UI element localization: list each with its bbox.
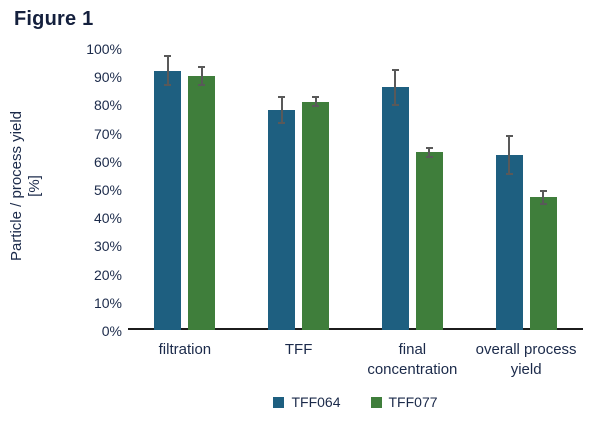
x-axis-label-filtration: filtration	[158, 341, 212, 358]
error-bar	[166, 55, 169, 87]
bar-tff077-final-concentration	[415, 152, 443, 330]
legend-swatch-tff064	[273, 396, 285, 408]
error-bar-cap	[539, 190, 547, 193]
error-bar-cap	[278, 122, 286, 125]
plot-area	[128, 48, 583, 330]
y-tick-label: 20%	[93, 266, 122, 283]
error-bar-cap	[539, 202, 547, 205]
legend-label: TFF064	[291, 394, 341, 410]
y-tick-label: 100%	[86, 41, 122, 57]
legend-item-tff064: TFF064	[273, 394, 341, 410]
error-bar-cap	[312, 105, 320, 108]
error-bar	[428, 146, 431, 158]
legend-item-tff077: TFF077	[370, 394, 438, 410]
bar-tff077-filtration	[188, 76, 216, 330]
bar-tff064-final-concentration	[381, 87, 409, 330]
y-tick-label: 0%	[101, 323, 122, 339]
error-bar-cap	[391, 103, 399, 106]
y-tick-label: 90%	[93, 69, 122, 86]
y-tick-label: 40%	[93, 210, 122, 227]
x-axis-label-TFF: TFF	[284, 341, 313, 358]
error-bar-cap	[198, 84, 206, 87]
error-bar	[280, 95, 283, 125]
bar-tff064-TFF	[268, 110, 296, 330]
error-bar	[394, 69, 397, 106]
y-tick-label: 80%	[93, 97, 122, 114]
error-bar	[542, 190, 545, 205]
error-bar-cap	[425, 146, 433, 149]
error-bar	[200, 66, 203, 87]
bar-tff077-TFF	[302, 101, 330, 330]
figure-title: Figure 1	[14, 8, 94, 30]
error-bar-cap	[198, 66, 206, 69]
y-axis-title-line2: [%]	[26, 175, 43, 197]
error-bar	[314, 95, 317, 108]
y-tick-label: 70%	[93, 125, 122, 142]
bar-tff064-overall-process-yield	[495, 155, 523, 330]
y-tick-label: 60%	[93, 153, 122, 170]
y-axis-title: Particle / process yield [%]	[8, 111, 44, 261]
error-bar-cap	[391, 69, 399, 72]
legend: TFF064 TFF077	[128, 394, 583, 410]
error-bar-cap	[164, 84, 172, 87]
error-bar-cap	[164, 55, 172, 58]
error-bar-cap	[278, 95, 286, 98]
error-bar	[508, 135, 511, 175]
error-bar-cap	[312, 95, 320, 98]
y-tick-label: 50%	[93, 182, 122, 198]
legend-swatch-tff077	[370, 396, 382, 408]
bar-tff064-filtration	[154, 70, 182, 330]
y-axis-title-line1: Particle / process yield	[8, 110, 25, 262]
x-axis-label-overall-process-yield: overall process yield	[475, 341, 577, 378]
error-bar-cap	[505, 172, 513, 175]
y-tick-label: 30%	[93, 238, 122, 255]
legend-label: TFF077	[388, 394, 438, 410]
y-tick-label: 10%	[93, 294, 122, 311]
x-axis-label-final-concentration: final concentration	[367, 341, 458, 378]
bar-tff077-overall-process-yield	[529, 197, 557, 330]
error-bar-cap	[505, 135, 513, 138]
error-bar-cap	[425, 155, 433, 158]
